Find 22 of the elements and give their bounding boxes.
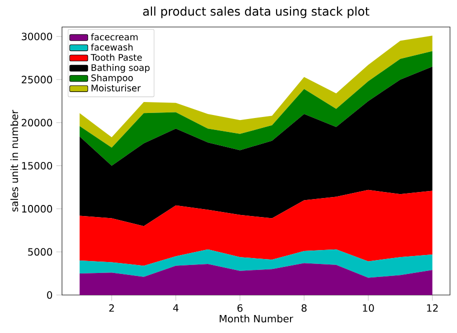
legend-label: facewash [90, 44, 133, 51]
y-tick-label: 10000 [22, 205, 52, 213]
chart-title: all product sales data using stack plot [143, 6, 370, 18]
y-tick-label: 15000 [22, 162, 52, 170]
x-tick-label: 6 [237, 304, 243, 312]
y-tick-label: 0 [47, 291, 52, 299]
x-tick-label: 8 [302, 304, 307, 312]
y-tick-label: 25000 [22, 76, 52, 84]
y-tick-label: 30000 [22, 32, 52, 40]
x-axis-title: Month Number [220, 314, 294, 322]
legend-label: Shampoo [91, 74, 133, 83]
x-tick-label: 4 [173, 304, 178, 312]
legend-label: Tooth Paste [90, 54, 142, 61]
legend-label: facecream [90, 33, 138, 40]
x-tick-label: 12 [427, 304, 438, 312]
legend-label: Bathing soap [92, 64, 150, 73]
y-tick-label: 20000 [22, 118, 52, 126]
legend-label: Moisturiser [92, 84, 141, 92]
y-tick-label: 5000 [28, 248, 52, 256]
y-axis-title: sales unit in number [10, 110, 18, 212]
x-tick-label: 10 [363, 304, 374, 312]
x-tick-label: 2 [109, 304, 114, 312]
